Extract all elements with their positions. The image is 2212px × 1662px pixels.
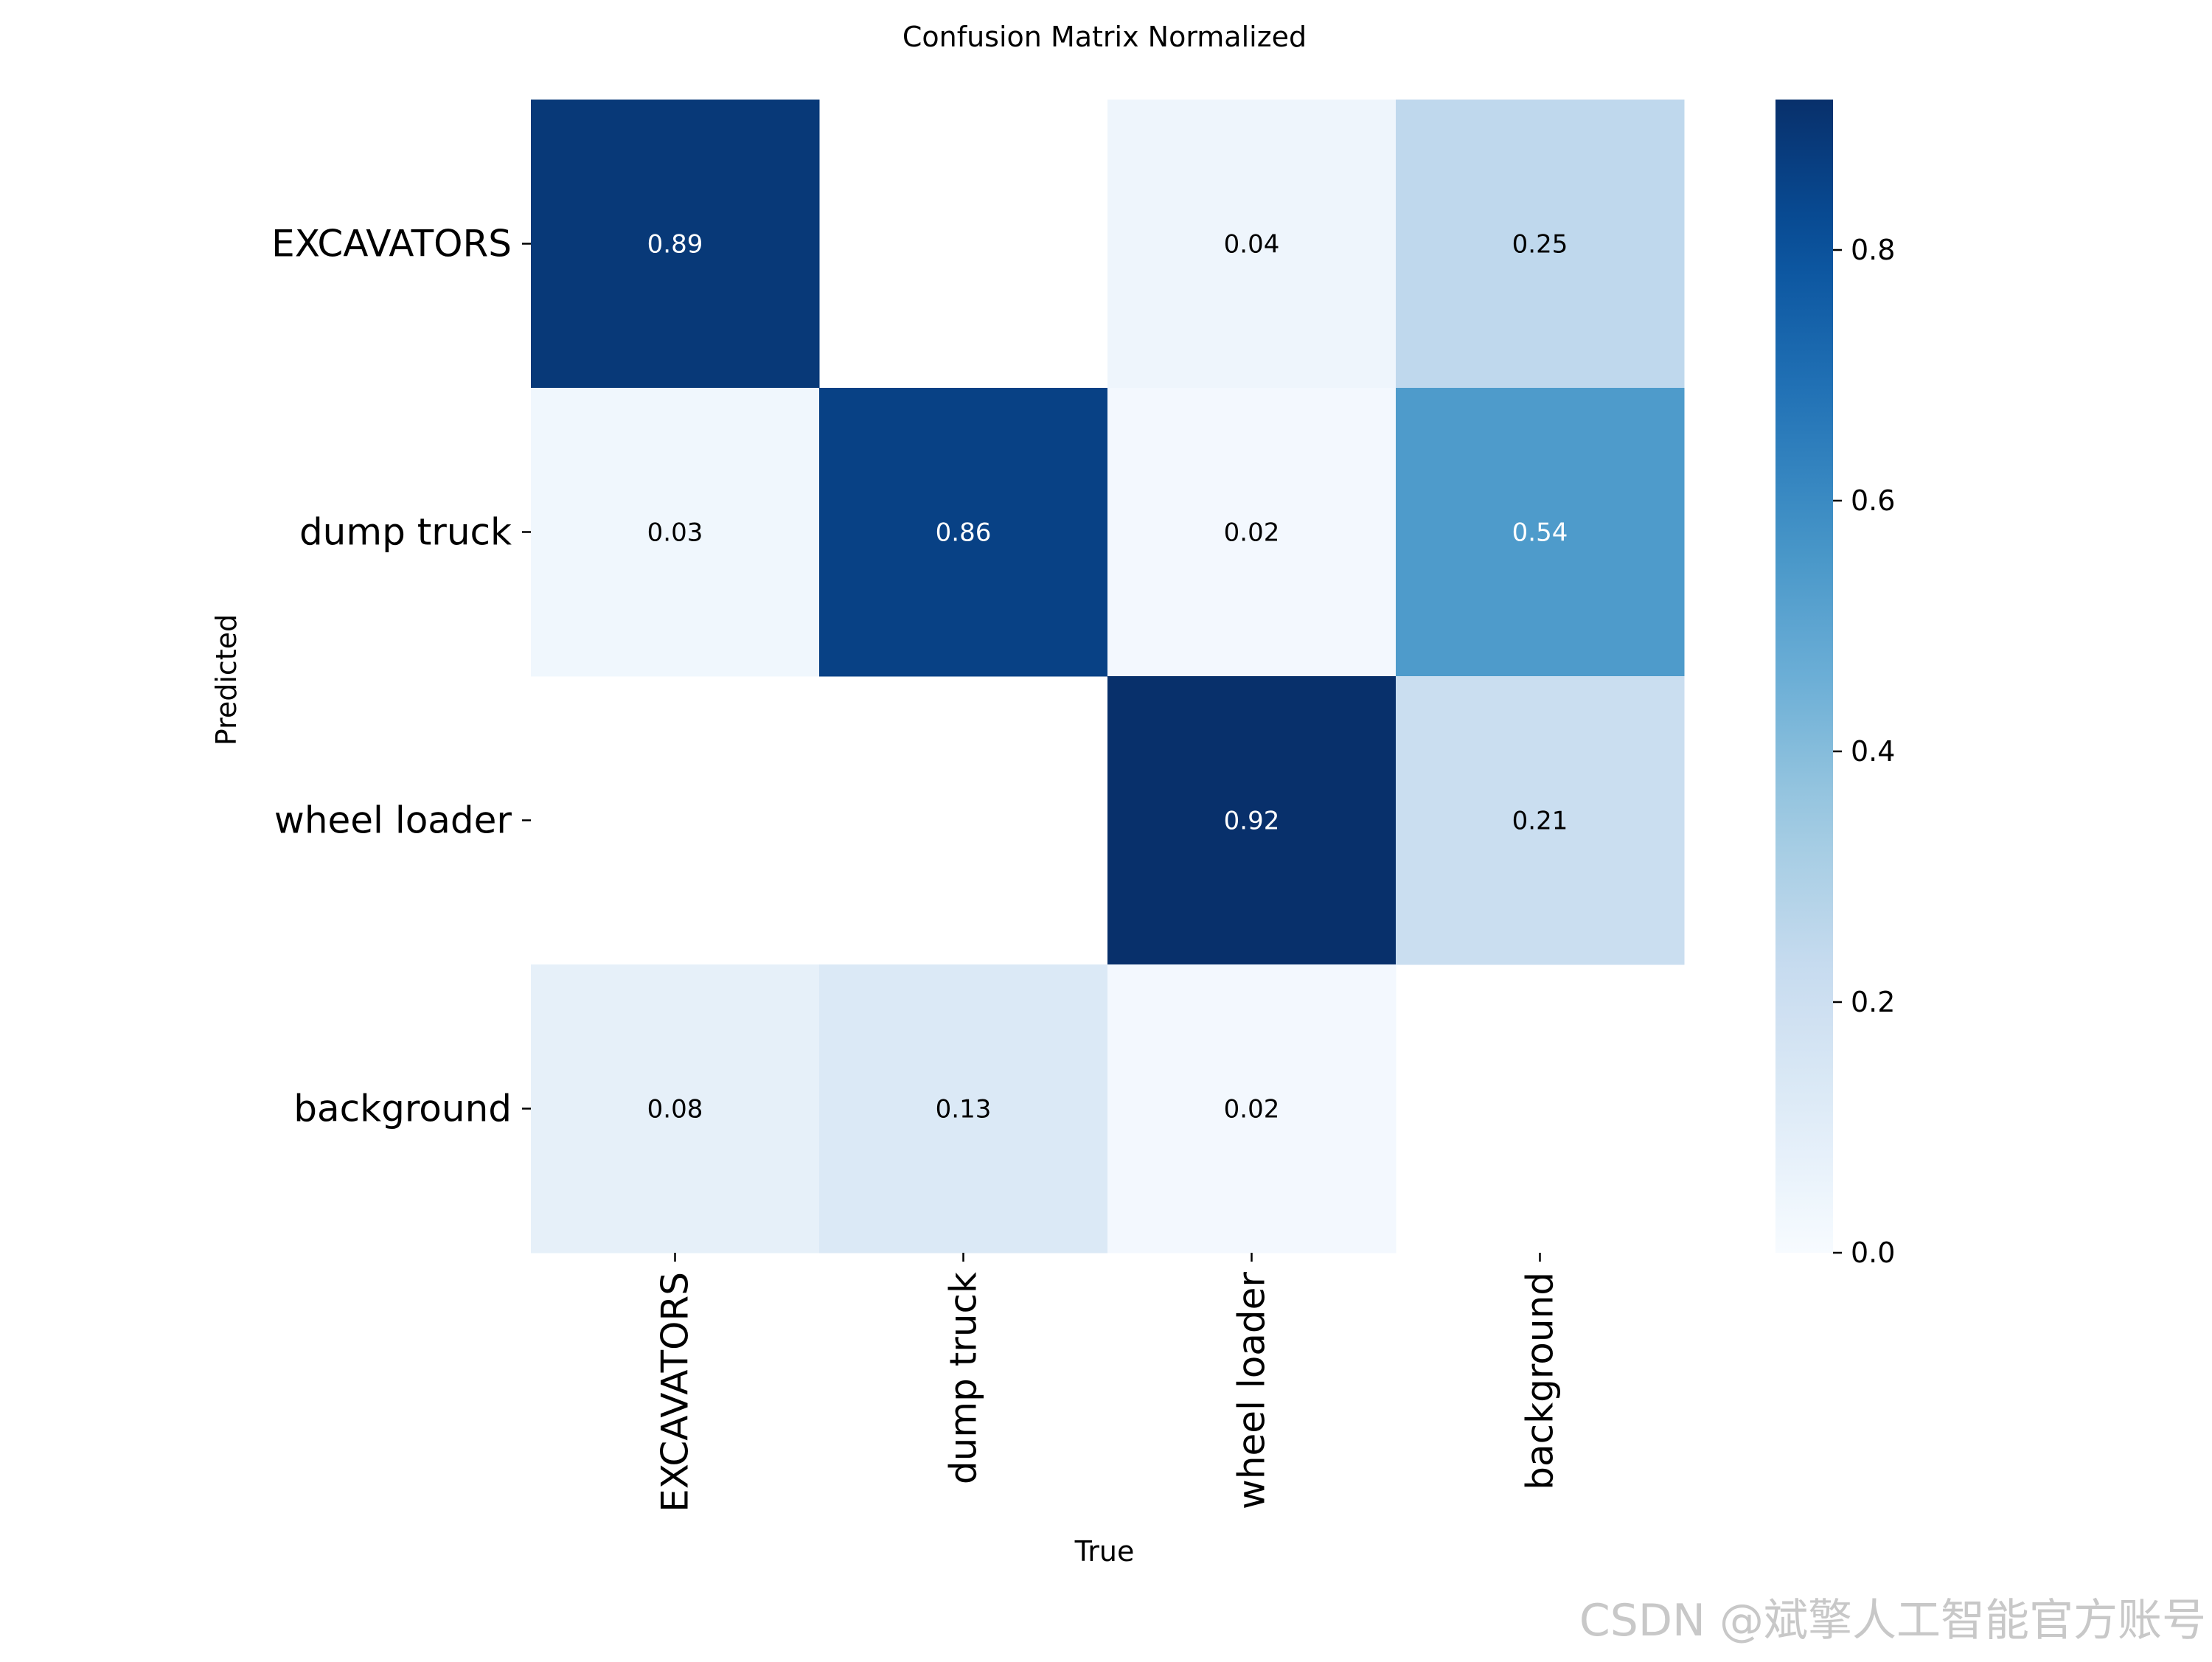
colorbar-tick-label: 0.2 [1851,986,1895,1018]
watermark-text: CSDN @斌擎人工智能官方账号 [1579,1595,2206,1647]
heatmap-cell [819,964,1108,1254]
heatmap-cell [1107,388,1397,677]
cell-value-label: 0.54 [1512,518,1568,548]
colorbar-tick-label: 0.6 [1851,484,1895,517]
cell-value-label: 0.92 [1224,807,1280,836]
chart-title: Confusion Matrix Normalized [902,21,1307,53]
cell-value-label: 0.21 [1512,807,1568,836]
colorbar: 0.0 0.2 0.4 0.6 0.8 [1775,100,1895,1269]
colorbar-gradient [1775,100,1833,1253]
cell-value-label: 0.08 [647,1095,703,1124]
x-axis-label: True [1074,1535,1135,1568]
x-tick-label: dump truck [942,1272,985,1484]
heatmap-cell [1107,676,1397,965]
heatmap-cells: 0.89 0.04 0.25 0.03 0.86 0.02 0.54 0.92 0.21 0.08… [531,100,1685,1254]
colorbar-tick-label: 0.8 [1851,234,1895,266]
heatmap-cell [531,964,820,1254]
heatmap-cell [531,388,820,677]
y-tick-label: dump truck [299,511,512,554]
y-tick-label: EXCAVATORS [271,223,512,265]
cell-value-label: 0.02 [1224,1095,1280,1124]
colorbar-tick-label: 0.4 [1851,735,1895,768]
heatmap-cell [1107,100,1397,389]
x-tick-label: background [1519,1272,1562,1490]
x-tick-label: EXCAVATORS [654,1272,697,1512]
cell-value-label: 0.89 [647,230,703,260]
heatmap-axes: EXCAVATORS dump truck wheel loader backgrou… [271,223,1561,1512]
heatmap-cell [1396,676,1685,965]
heatmap-cell [1396,388,1685,677]
cell-value-label: 0.02 [1224,518,1280,548]
colorbar-tick-label: 0.0 [1851,1237,1895,1269]
cell-value-label: 0.25 [1512,230,1568,260]
cell-value-label: 0.13 [936,1095,992,1124]
y-axis-label: Predicted [210,614,243,745]
heatmap-cell [531,100,820,389]
heatmap-cell [1396,100,1685,389]
heatmap-cell [819,388,1108,677]
y-tick-label: background [293,1088,512,1130]
x-tick-label: wheel loader [1231,1272,1273,1510]
cell-value-label: 0.03 [647,518,703,548]
heatmap-cell [1107,964,1397,1254]
cell-value-label: 0.86 [936,518,992,548]
y-tick-label: wheel loader [274,799,512,842]
cell-value-label: 0.04 [1224,230,1280,260]
